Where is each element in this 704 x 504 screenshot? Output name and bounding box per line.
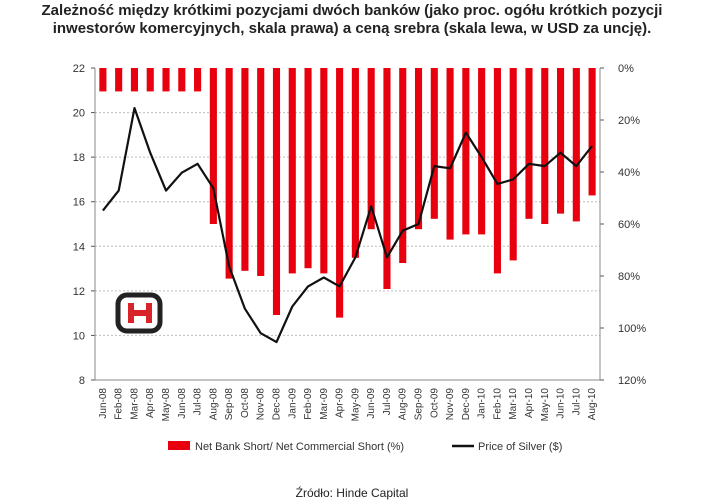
x-tick-label: Aug-08 <box>208 388 219 421</box>
x-tick-label: Sep-09 <box>414 388 425 421</box>
bar <box>493 68 501 274</box>
x-tick-label: Aug-10 <box>587 388 598 421</box>
bar <box>225 68 233 279</box>
y-left-tick-label: 14 <box>73 241 85 253</box>
bar <box>241 68 249 271</box>
bar <box>478 68 486 235</box>
bar <box>383 68 391 289</box>
bar <box>556 68 565 214</box>
bar <box>272 68 281 315</box>
x-tick-label: Jun-10 <box>556 388 567 419</box>
y-right-tick-label: 120% <box>618 375 646 387</box>
bar <box>130 68 139 92</box>
x-tick-label: Feb-10 <box>492 388 503 420</box>
bar <box>430 68 438 219</box>
x-tick-label: Nov-09 <box>445 388 456 421</box>
y-right-tick-label: 0% <box>618 63 634 75</box>
bar <box>541 68 549 224</box>
x-tick-label: Apr-10 <box>524 388 535 418</box>
bar <box>525 68 533 219</box>
x-tick-label: Nov-08 <box>256 388 267 421</box>
x-tick-label: Mar-10 <box>508 388 519 420</box>
bar <box>115 68 123 92</box>
bar <box>509 68 517 261</box>
bar <box>399 68 407 263</box>
y-left-tick-label: 12 <box>73 286 85 298</box>
y-left-tick-label: 16 <box>73 197 85 209</box>
y-right-tick-label: 40% <box>618 167 640 179</box>
bar <box>194 68 202 92</box>
x-tick-label: Jun-08 <box>177 388 188 419</box>
x-tick-label: May-08 <box>161 388 172 422</box>
hinde-logo <box>115 292 163 334</box>
x-tick-label: May-09 <box>350 388 361 422</box>
bar <box>462 68 470 235</box>
x-tick-label: Feb-08 <box>114 388 125 420</box>
x-tick-label: Jul-10 <box>571 388 582 416</box>
x-tick-label: Jan-09 <box>287 388 298 419</box>
y-left-tick-label: 10 <box>73 330 85 342</box>
logo-frame <box>115 292 163 334</box>
x-tick-label: Apr-09 <box>335 388 346 418</box>
bar <box>446 68 454 240</box>
y-right-tick-label: 80% <box>618 271 640 283</box>
grid-lines <box>95 68 600 380</box>
bar <box>257 68 265 276</box>
bar <box>351 68 359 258</box>
x-tick-label: Sep-08 <box>224 388 235 421</box>
bar <box>99 68 107 92</box>
bar <box>572 68 580 222</box>
bars <box>99 68 596 318</box>
x-tick-label: Jul-09 <box>382 388 393 416</box>
x-tick-label: Dec-08 <box>271 388 282 421</box>
bar <box>304 68 312 269</box>
x-tick-label: Dec-09 <box>461 388 472 421</box>
legend-bar-swatch <box>168 441 190 450</box>
y-right-tick-label: 100% <box>618 323 646 335</box>
title-line-1: Zależność między krótkimi pozycjami dwóc… <box>41 2 663 19</box>
bar <box>162 68 170 92</box>
legend-line-label: Price of Silver ($) <box>478 441 562 453</box>
y-left-tick-label: 8 <box>79 375 85 387</box>
x-tick-label: Oct-09 <box>429 388 440 418</box>
chart-title: Zależność między krótkimi pozycjami dwóc… <box>0 2 704 38</box>
legend: Net Bank Short/ Net Commercial Short (%)… <box>168 441 562 453</box>
axes: 8 10 12 14 16 18 20 22 0% 20% 40% 60% 80% 100% 120% Jun… <box>73 63 647 421</box>
source-note: Źródło: Hinde Capital <box>295 486 409 500</box>
bar <box>336 68 344 318</box>
y-left-tick-label: 18 <box>73 152 85 164</box>
bar <box>209 68 217 224</box>
legend-bar-label: Net Bank Short/ Net Commercial Short (%) <box>195 441 404 453</box>
plot-area <box>95 68 600 380</box>
x-tick-label: Aug-09 <box>398 388 409 421</box>
x-tick-label: Jun-08 <box>98 388 109 419</box>
x-tick-label: Jun-09 <box>366 388 377 419</box>
bar <box>288 68 296 274</box>
bar <box>320 68 328 274</box>
logo-bar-middle <box>128 310 152 316</box>
y-right-tick-label: 60% <box>618 219 640 231</box>
title-line-2: inwestorów komercyjnych, skala prawa) a … <box>52 20 652 37</box>
y-left-tick-label: 22 <box>73 63 85 75</box>
x-tick-label: Jan-10 <box>477 388 488 419</box>
x-tick-label: Mar-09 <box>319 388 330 420</box>
x-tick-label: Oct-08 <box>240 388 251 418</box>
silver-price-line <box>102 106 593 344</box>
y-right-tick-label: 20% <box>618 115 640 127</box>
bar <box>588 68 596 196</box>
bar <box>178 68 186 92</box>
x-tick-label: Mar-08 <box>129 388 140 420</box>
bar <box>146 68 154 92</box>
x-tick-label: Feb-09 <box>303 388 314 420</box>
bar <box>367 68 375 230</box>
y-left-tick-label: 20 <box>73 108 85 120</box>
x-tick-label: Apr-08 <box>145 388 156 418</box>
x-tick-label: May-10 <box>540 388 551 422</box>
bar <box>414 68 423 230</box>
x-tick-label: Jul-08 <box>193 388 204 416</box>
silver-price-line-layer <box>102 106 593 344</box>
